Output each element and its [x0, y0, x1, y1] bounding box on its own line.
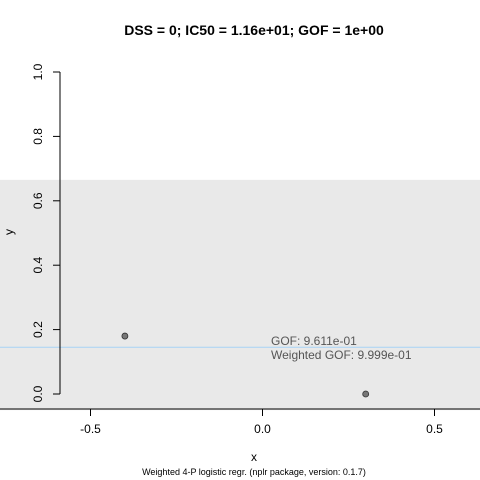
x-tick-label-1: -0.5 [80, 422, 101, 436]
data-point-2 [362, 390, 370, 398]
y-tick-label-0: 0.0 [31, 385, 45, 402]
fit-curve [0, 346, 480, 348]
plot-area [0, 179, 480, 411]
footer-note: Weighted 4-P logistic regr. (nplr packag… [142, 467, 366, 477]
gof-annotation: GOF: 9.611e-01 [271, 334, 357, 348]
chart-title: DSS = 0; IC50 = 1.16e+01; GOF = 1e+00 [124, 22, 384, 38]
x-axis: -1.0-0.50.00.51.0 [0, 408, 480, 436]
y-tick-label-1: 0.2 [31, 321, 45, 338]
y-tick-label-3: 0.6 [31, 192, 45, 209]
y-tick-label-5: 1.0 [31, 63, 45, 80]
y-tick-label-4: 0.8 [31, 128, 45, 145]
x-tick-label-2: 0.0 [254, 422, 271, 436]
x-axis-title: x [251, 450, 257, 464]
y-ticks: 0.0 0.2 0.4 0.6 0.8 1.0 [31, 63, 60, 402]
y-axis: 0.0 0.2 0.4 0.6 0.8 1.0 [31, 63, 61, 402]
data-points [121, 332, 370, 398]
y-tick-label-2: 0.4 [31, 257, 45, 274]
y-axis-title: y [2, 229, 16, 235]
confidence-band [0, 179, 480, 411]
data-point-1 [121, 332, 129, 340]
x-ticks: -1.0-0.50.00.51.0 [80, 409, 443, 436]
x-tick-label-3: 0.5 [426, 422, 443, 436]
weighted-gof-annotation: Weighted GOF: 9.999e-01 [271, 348, 412, 362]
